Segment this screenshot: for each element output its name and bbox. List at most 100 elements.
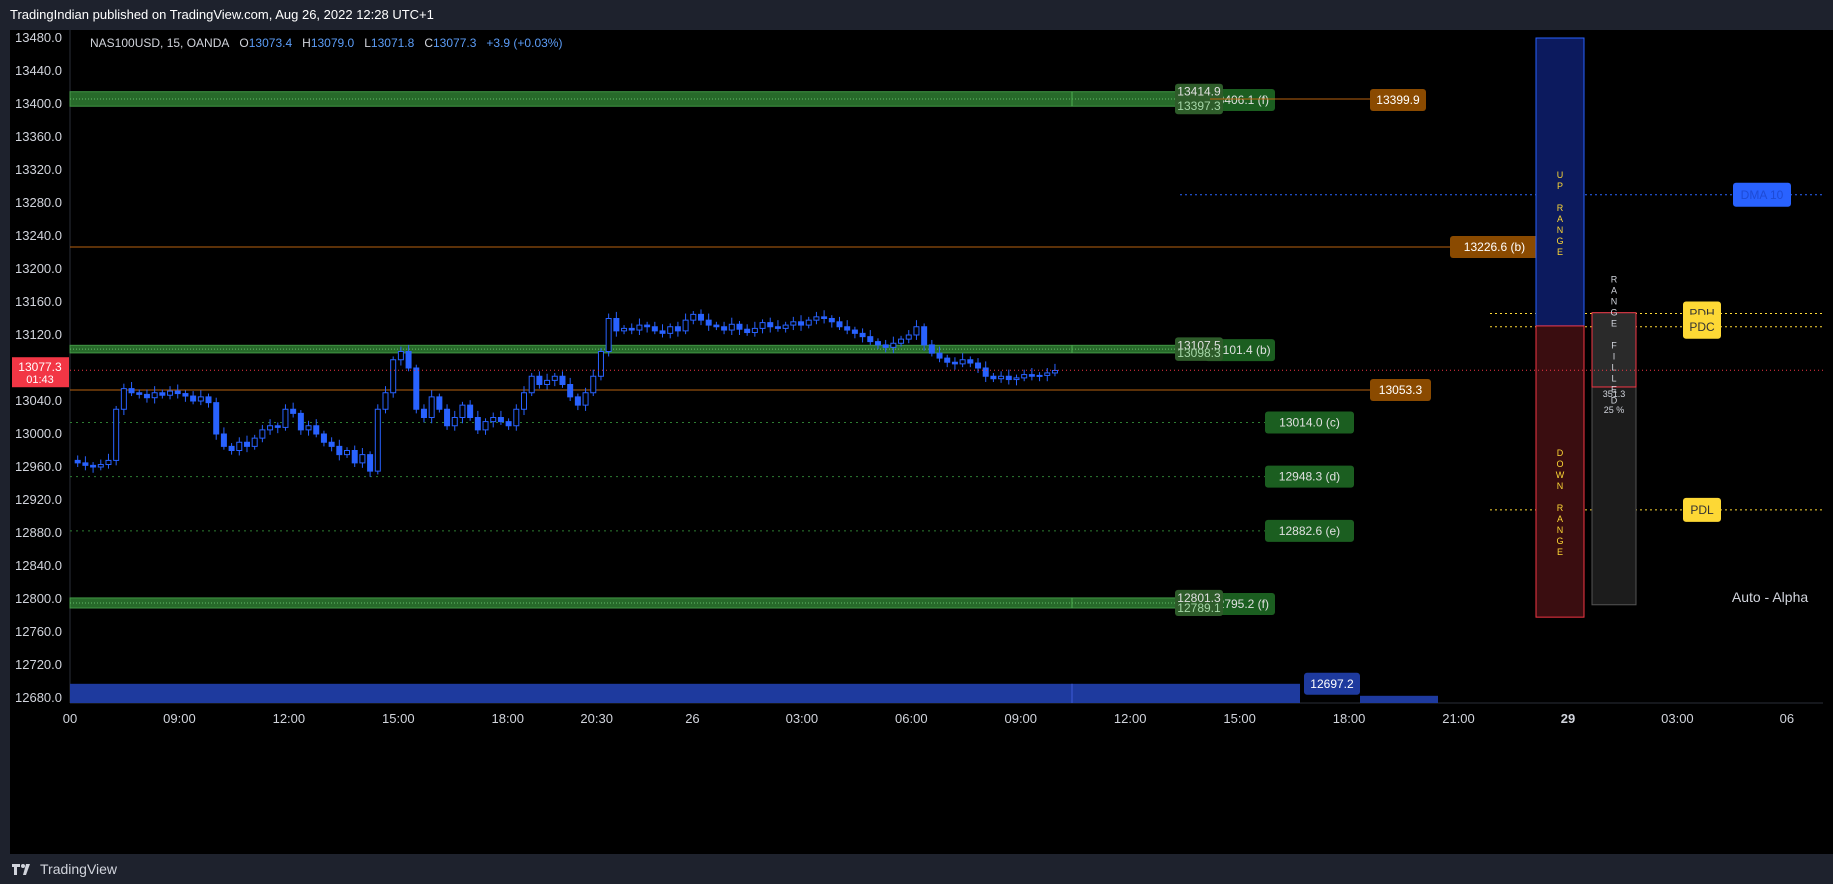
- price-tick-label: 13000.0: [15, 426, 62, 441]
- candle-body: [105, 459, 112, 466]
- candle-body: [621, 327, 628, 332]
- price-tick-label: 13280.0: [15, 195, 62, 210]
- high-value: 13079.0: [310, 36, 355, 50]
- time-tick-label: 03:00: [786, 711, 819, 726]
- range-filled-label: F: [1611, 341, 1617, 351]
- chart-svg[interactable]: 13480.0 13440.0 13400.0 13360.0 13320.0 13280…: [10, 30, 1833, 854]
- candle-body: [1051, 369, 1058, 374]
- candle-body: [544, 379, 551, 385]
- time-tick-label: 21:00: [1442, 711, 1475, 726]
- candle-body: [1013, 377, 1020, 381]
- candle-body: [813, 316, 820, 321]
- ohlc-legend: NAS100USD, 15, OANDA O13073.4 H13079.0 L…: [90, 36, 562, 50]
- candle-body: [651, 326, 658, 332]
- candle-body: [197, 396, 204, 402]
- candle-body: [167, 390, 174, 396]
- candle-body: [798, 321, 805, 326]
- candle-body: [267, 425, 274, 431]
- bottom-zone-label-box: [1304, 672, 1360, 695]
- zone-side-label: 12795.2 (f): [1211, 597, 1269, 611]
- candle-body: [382, 392, 389, 410]
- candle-body: [205, 396, 212, 404]
- candle-body: [913, 326, 920, 336]
- open-value: 13073.4: [248, 36, 293, 50]
- candle-body: [705, 319, 712, 326]
- price-level-label: 13014.0 (c): [1279, 415, 1340, 429]
- candle-body: [528, 375, 535, 394]
- candle-body: [467, 404, 474, 418]
- price-tick-label: 12880.0: [15, 525, 62, 540]
- pdl-label: PDL: [1690, 503, 1714, 517]
- change-value: +3.9 (+0.03%): [486, 36, 563, 50]
- candle-body: [367, 454, 374, 472]
- time-tick-label: 18:00: [1333, 711, 1366, 726]
- time-tick-label: 15:00: [1223, 711, 1256, 726]
- time-tick-label: 26: [685, 711, 699, 726]
- open-label: O: [239, 36, 249, 50]
- range-filled-label: N: [1611, 297, 1618, 307]
- candle-body: [836, 321, 843, 328]
- up-range-label: R: [1557, 203, 1564, 213]
- high-label: H: [302, 36, 311, 50]
- price-tick-label: 12920.0: [15, 492, 62, 507]
- bottom-blue-zone: [70, 683, 1300, 703]
- candle-body: [436, 396, 443, 410]
- candle-body: [844, 326, 851, 331]
- candle-body: [113, 408, 120, 461]
- candle-body: [890, 342, 897, 348]
- range-filled-label: A: [1611, 286, 1617, 296]
- zone-side-label: 13101.4 (b): [1209, 343, 1270, 357]
- price-tick-label: 13360.0: [15, 129, 62, 144]
- price-level-label-box: [1265, 465, 1354, 488]
- candle-body: [397, 351, 404, 361]
- chart-area[interactable]: 13480.0 13440.0 13400.0 13360.0 13320.0 13280…: [10, 30, 1833, 854]
- range-filled-label: E: [1611, 385, 1617, 395]
- price-tick-label: 12840.0: [15, 558, 62, 573]
- candle-body: [674, 326, 681, 332]
- candle-body: [851, 329, 858, 334]
- dma-label: DMA 10: [1741, 188, 1784, 202]
- candle-body: [490, 417, 497, 423]
- candle-body: [282, 408, 289, 428]
- candle-body: [1036, 374, 1043, 377]
- candle-body: [505, 421, 512, 427]
- up-range-bar: [1535, 37, 1585, 327]
- candle-body: [413, 367, 420, 410]
- candle-body: [597, 351, 604, 377]
- price-tick-label: 13120.0: [15, 327, 62, 342]
- range-filled-label: L: [1611, 374, 1616, 384]
- symbol-label[interactable]: NAS100USD, 15, OANDA: [90, 36, 230, 50]
- candle-body: [290, 408, 297, 414]
- price-tick-label: 13440.0: [15, 63, 62, 78]
- candle-body: [659, 330, 666, 334]
- zone-top-label: 13107.5: [1177, 338, 1221, 352]
- candle-body: [136, 392, 143, 395]
- candle-body: [344, 450, 351, 456]
- price-level-label: 13226.6 (b): [1464, 240, 1525, 254]
- candle-body: [220, 433, 227, 447]
- candle-body: [459, 404, 466, 418]
- candle-body: [605, 318, 612, 352]
- down-range-label: R: [1557, 503, 1564, 513]
- candle-body: [336, 445, 343, 456]
- candle-body: [990, 375, 997, 380]
- candle-body: [228, 445, 235, 451]
- pdc-label-box: [1683, 314, 1721, 339]
- candle-body: [521, 392, 528, 410]
- range-filled-label: G: [1610, 308, 1617, 318]
- candle-body: [805, 319, 812, 326]
- candle-body: [867, 336, 874, 343]
- candle-body: [297, 412, 304, 431]
- price-level-label-box: [1265, 519, 1354, 542]
- brand-name[interactable]: TradingView: [40, 861, 118, 877]
- candle-body: [713, 324, 720, 328]
- price-tick-label: 12680.0: [15, 690, 62, 705]
- candle-body: [590, 375, 597, 394]
- candle-body: [944, 357, 951, 363]
- tradingview-logo-icon[interactable]: [12, 862, 34, 876]
- time-tick-label: 09:00: [1004, 711, 1037, 726]
- down-range-label: N: [1557, 525, 1564, 535]
- candle-body: [213, 402, 220, 435]
- candle-body: [574, 396, 581, 406]
- candle-body: [774, 326, 781, 329]
